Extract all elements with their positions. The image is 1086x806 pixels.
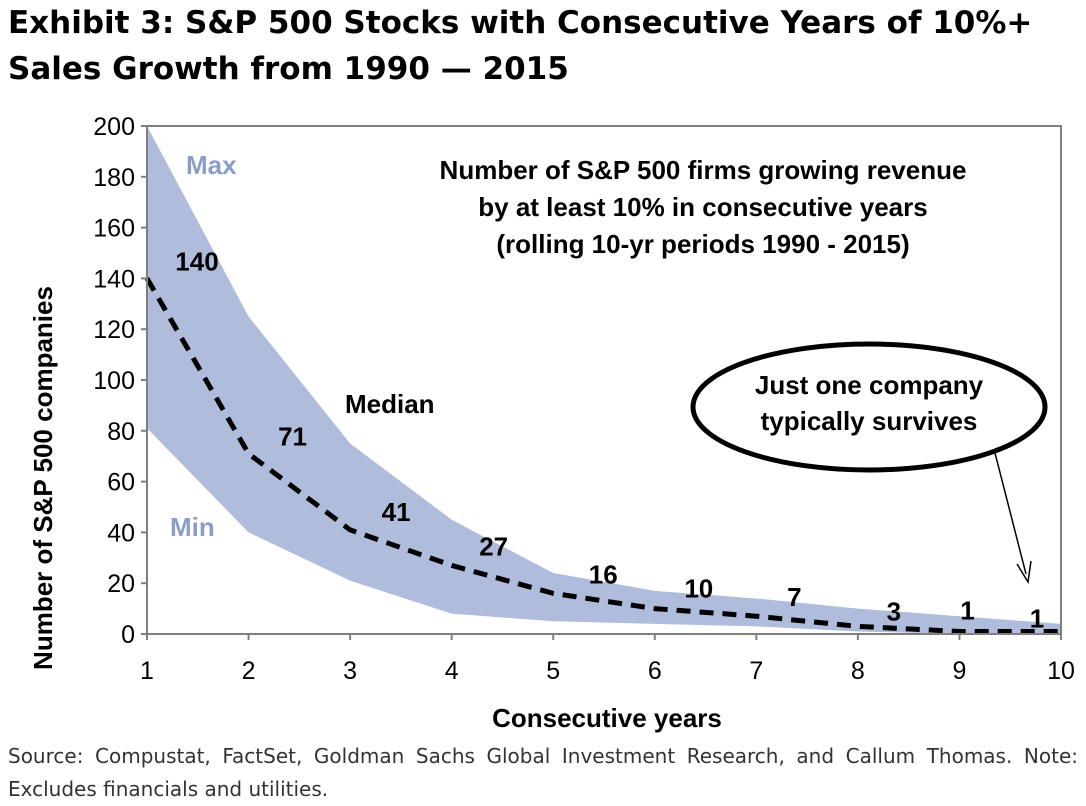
x-tick-label: 1 [140, 657, 154, 685]
x-tick-label: 9 [952, 657, 966, 685]
median-data-label: 16 [589, 559, 618, 589]
min-max-band [147, 126, 1061, 634]
x-tick-label: 2 [242, 657, 256, 685]
x-tick-label: 10 [1047, 657, 1075, 685]
y-axis-title: Number of S&P 500 companies [28, 286, 58, 670]
source-note: Source: Compustat, FactSet, Goldman Sach… [8, 744, 1078, 801]
y-tick-label: 80 [107, 418, 135, 446]
y-tick-label: 180 [93, 164, 135, 192]
y-tick-label: 120 [93, 316, 135, 344]
median-data-label: 41 [382, 497, 411, 527]
y-tick-label: 0 [121, 621, 135, 649]
median-line-layer [144, 277, 1061, 634]
callout-arrow-head [1016, 560, 1032, 585]
y-tick-label: 100 [93, 367, 135, 395]
median-data-label: 1 [1030, 603, 1044, 633]
chart-annotation: Number of S&P 500 firms growing revenue … [440, 155, 967, 259]
callout-arrow-line [994, 452, 1027, 575]
y-tick-label: 60 [107, 469, 135, 497]
x-tick-label: 5 [546, 657, 560, 685]
band-max-label: Max [186, 150, 237, 180]
x-tick-label: 8 [851, 657, 865, 685]
y-tick-label: 20 [107, 570, 135, 598]
data-label-layer: 140 71 41 27 16 10 7 3 1 1 [175, 246, 1044, 633]
callout-ellipse [690, 341, 1048, 473]
callout-line-2: typically survives [761, 406, 978, 436]
median-data-label: 140 [175, 246, 218, 276]
median-data-label: 27 [479, 531, 508, 561]
page-title-line-1: Exhibit 3: S&P 500 Stocks with Consecuti… [8, 5, 1033, 41]
axes-layer: 0 20 40 60 80 100 120 140 160 180 200 1 2 3 4 5 6 7 8 9 10 [93, 113, 1075, 685]
annotation-line-1: Number of S&P 500 firms growing revenue [440, 155, 967, 185]
band-min-label: Min [170, 512, 215, 542]
y-tick-label: 200 [93, 113, 135, 141]
x-axis-title: Consecutive years [492, 703, 722, 733]
median-data-label: 7 [787, 582, 801, 612]
median-data-label: 71 [278, 422, 307, 452]
median-line [144, 277, 1061, 634]
page-title-line-2: Sales Growth from 1990 — 2015 [8, 51, 569, 87]
x-tick-label: 3 [343, 657, 357, 685]
y-tick-label: 40 [107, 519, 135, 547]
y-tick-label: 160 [93, 215, 135, 243]
y-tick-label: 140 [93, 265, 135, 293]
callout: Just one company typically survives [690, 341, 1048, 585]
min-max-band-layer [147, 126, 1061, 634]
x-tick-label: 6 [648, 657, 662, 685]
median-label: Median [345, 389, 435, 419]
annotation-line-2: by at least 10% in consecutive years [478, 192, 927, 222]
median-data-label: 1 [960, 595, 974, 625]
x-tick-label: 4 [445, 657, 459, 685]
page-title: Exhibit 3: S&P 500 Stocks with Consecuti… [8, 0, 1082, 92]
chart: 0 20 40 60 80 100 120 140 160 180 200 1 2 3 4 5 6 7 8 9 10 1… [28, 113, 1075, 733]
callout-line-1: Just one company [755, 370, 984, 400]
annotation-line-3: (rolling 10-yr periods 1990 - 2015) [496, 229, 909, 259]
median-data-label: 10 [684, 574, 713, 604]
median-data-label: 3 [887, 596, 901, 626]
x-tick-label: 7 [749, 657, 763, 685]
